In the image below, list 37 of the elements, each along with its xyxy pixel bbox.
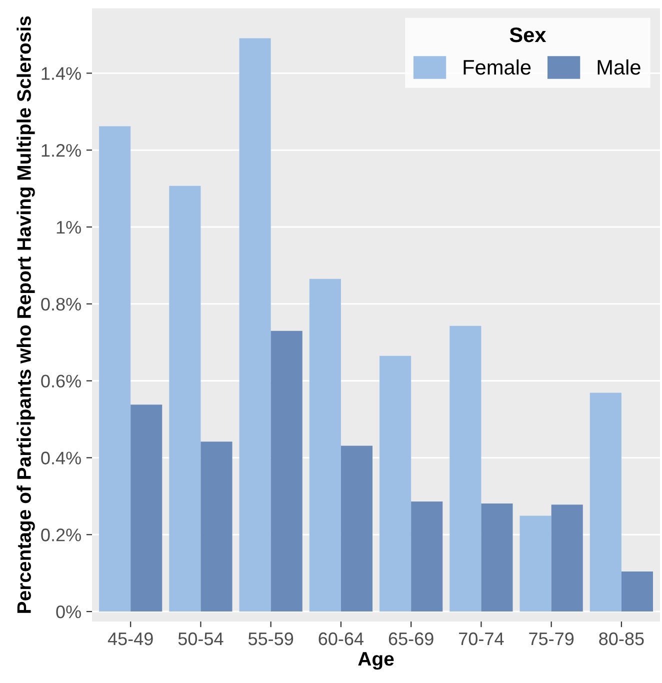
bar	[481, 503, 513, 612]
bar	[590, 392, 622, 612]
y-tick-label: 0%	[56, 605, 81, 618]
x-tick-label: 50-54	[178, 632, 224, 646]
bar	[130, 404, 162, 612]
x-tick-label: 60-64	[318, 632, 364, 646]
bar	[340, 446, 373, 612]
bar	[239, 38, 271, 612]
bar	[200, 442, 232, 612]
y-tick-label: 0.4%	[41, 452, 81, 464]
bar	[551, 504, 583, 612]
bar	[270, 330, 302, 612]
x-tick-label: 55-59	[248, 632, 294, 646]
y-axis-title: Percentage of Participants who Report Having Multiple Sclerosis	[16, 16, 35, 613]
bar	[411, 502, 443, 612]
legend-label: Female	[464, 59, 531, 75]
y-tick-label: 0.6%	[41, 374, 81, 388]
x-tick-label: 45-49	[108, 632, 153, 646]
bar	[169, 186, 201, 612]
legend-title: Sex	[510, 27, 546, 42]
x-tick-label: 70-74	[459, 632, 504, 646]
x-tick-label: 65-69	[388, 632, 434, 646]
bar	[520, 516, 552, 612]
x-tick-label: 80-85	[599, 632, 644, 646]
y-tick-label: 1.2%	[42, 144, 81, 157]
y-tick-label: 0.2%	[41, 528, 81, 542]
y-tick-label: 1%	[56, 221, 81, 234]
bar	[380, 356, 412, 612]
x-axis-title: Age	[358, 652, 394, 670]
bar	[99, 126, 131, 612]
legend-label: Male	[598, 59, 640, 75]
x-tick-label: 75-79	[529, 632, 574, 646]
y-tick-label: 0.8%	[41, 298, 81, 311]
bar	[621, 572, 653, 612]
bar	[309, 278, 341, 612]
bar	[450, 326, 482, 612]
y-tick-label: 1.4%	[42, 67, 81, 80]
